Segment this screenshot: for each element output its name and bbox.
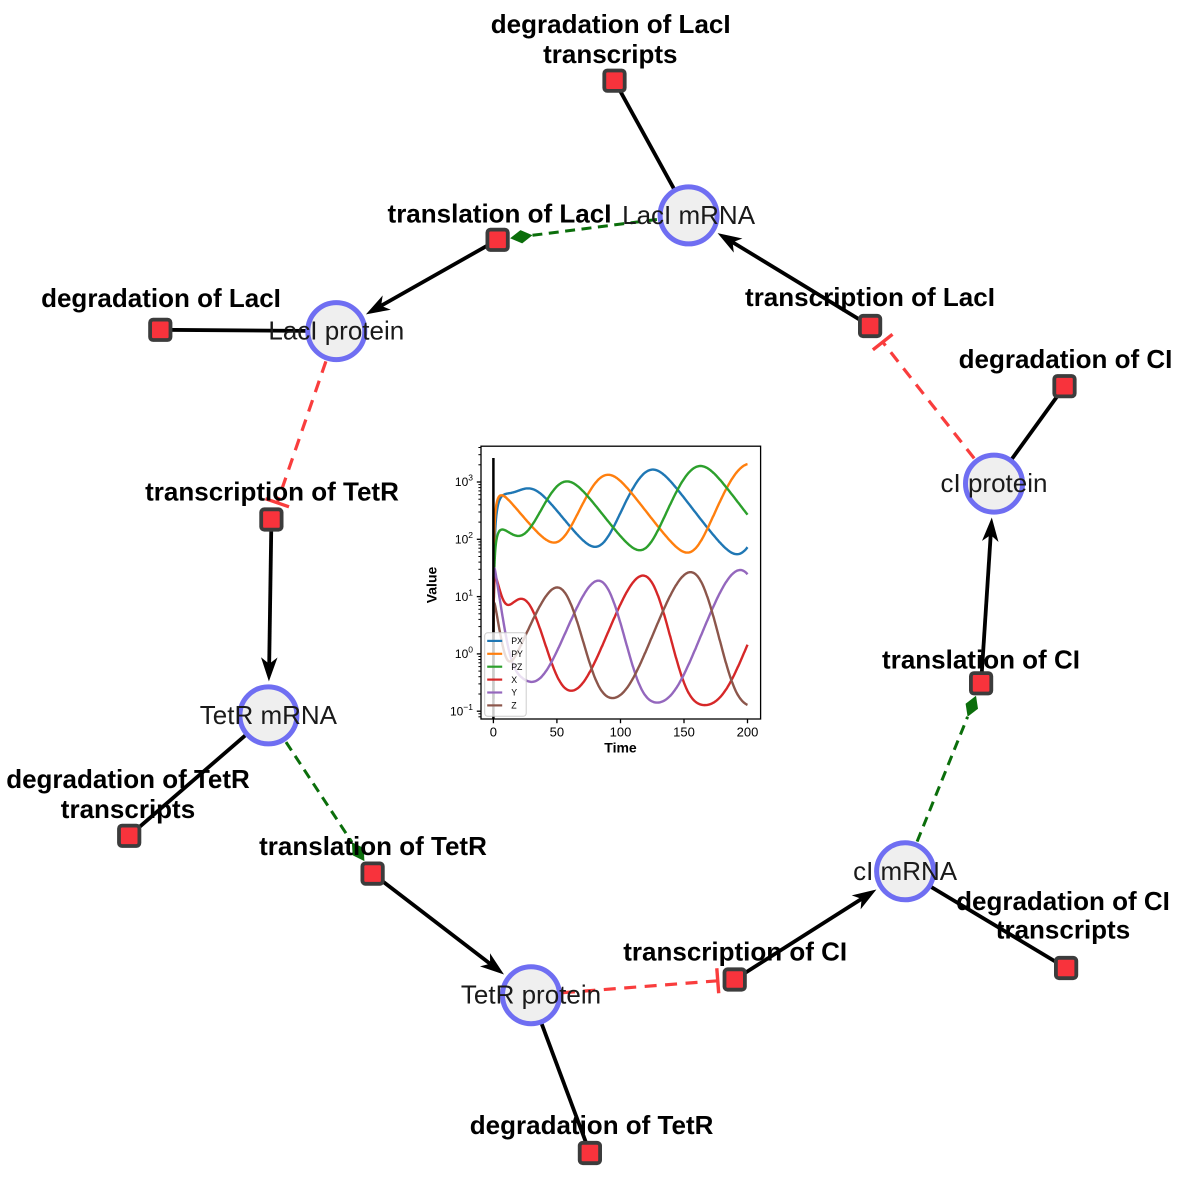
svg-text:LacI protein: LacI protein <box>268 316 404 346</box>
svg-text:100: 100 <box>610 725 632 740</box>
svg-text:transcripts: transcripts <box>543 39 677 69</box>
svg-text:PY: PY <box>511 649 523 659</box>
svg-text:translation of CI: translation of CI <box>882 644 1080 674</box>
svg-text:150: 150 <box>673 725 695 740</box>
svg-text:translation of LacI: translation of LacI <box>388 198 612 228</box>
svg-text:50: 50 <box>550 725 564 740</box>
svg-text:200: 200 <box>737 725 759 740</box>
svg-text:cI protein: cI protein <box>941 468 1048 498</box>
svg-text:transcripts: transcripts <box>61 794 195 824</box>
svg-text:X: X <box>511 675 517 685</box>
svg-text:0: 0 <box>490 725 497 740</box>
svg-text:transcripts: transcripts <box>996 915 1130 945</box>
svg-text:PZ: PZ <box>511 662 523 672</box>
svg-text:Value: Value <box>424 567 440 604</box>
svg-text:degradation of TetR: degradation of TetR <box>6 764 250 794</box>
svg-text:Z: Z <box>511 701 517 711</box>
svg-text:transcription of CI: transcription of CI <box>623 936 847 966</box>
svg-text:degradation of TetR: degradation of TetR <box>470 1110 714 1140</box>
svg-text:PX: PX <box>511 636 523 646</box>
svg-text:degradation of LacI: degradation of LacI <box>491 9 731 39</box>
svg-text:transcription of LacI: transcription of LacI <box>745 282 995 312</box>
svg-text:TetR mRNA: TetR mRNA <box>200 700 338 730</box>
svg-text:degradation of CI: degradation of CI <box>959 344 1173 374</box>
svg-text:cI mRNA: cI mRNA <box>853 856 958 886</box>
svg-text:translation of TetR: translation of TetR <box>259 831 487 861</box>
svg-text:TetR protein: TetR protein <box>461 980 601 1010</box>
svg-text:transcription of TetR: transcription of TetR <box>145 477 399 507</box>
svg-text:degradation of LacI: degradation of LacI <box>41 283 281 313</box>
svg-text:LacI mRNA: LacI mRNA <box>622 200 756 230</box>
svg-text:Time: Time <box>604 740 637 756</box>
svg-text:Y: Y <box>511 688 517 698</box>
svg-text:degradation of CI: degradation of CI <box>956 886 1170 916</box>
